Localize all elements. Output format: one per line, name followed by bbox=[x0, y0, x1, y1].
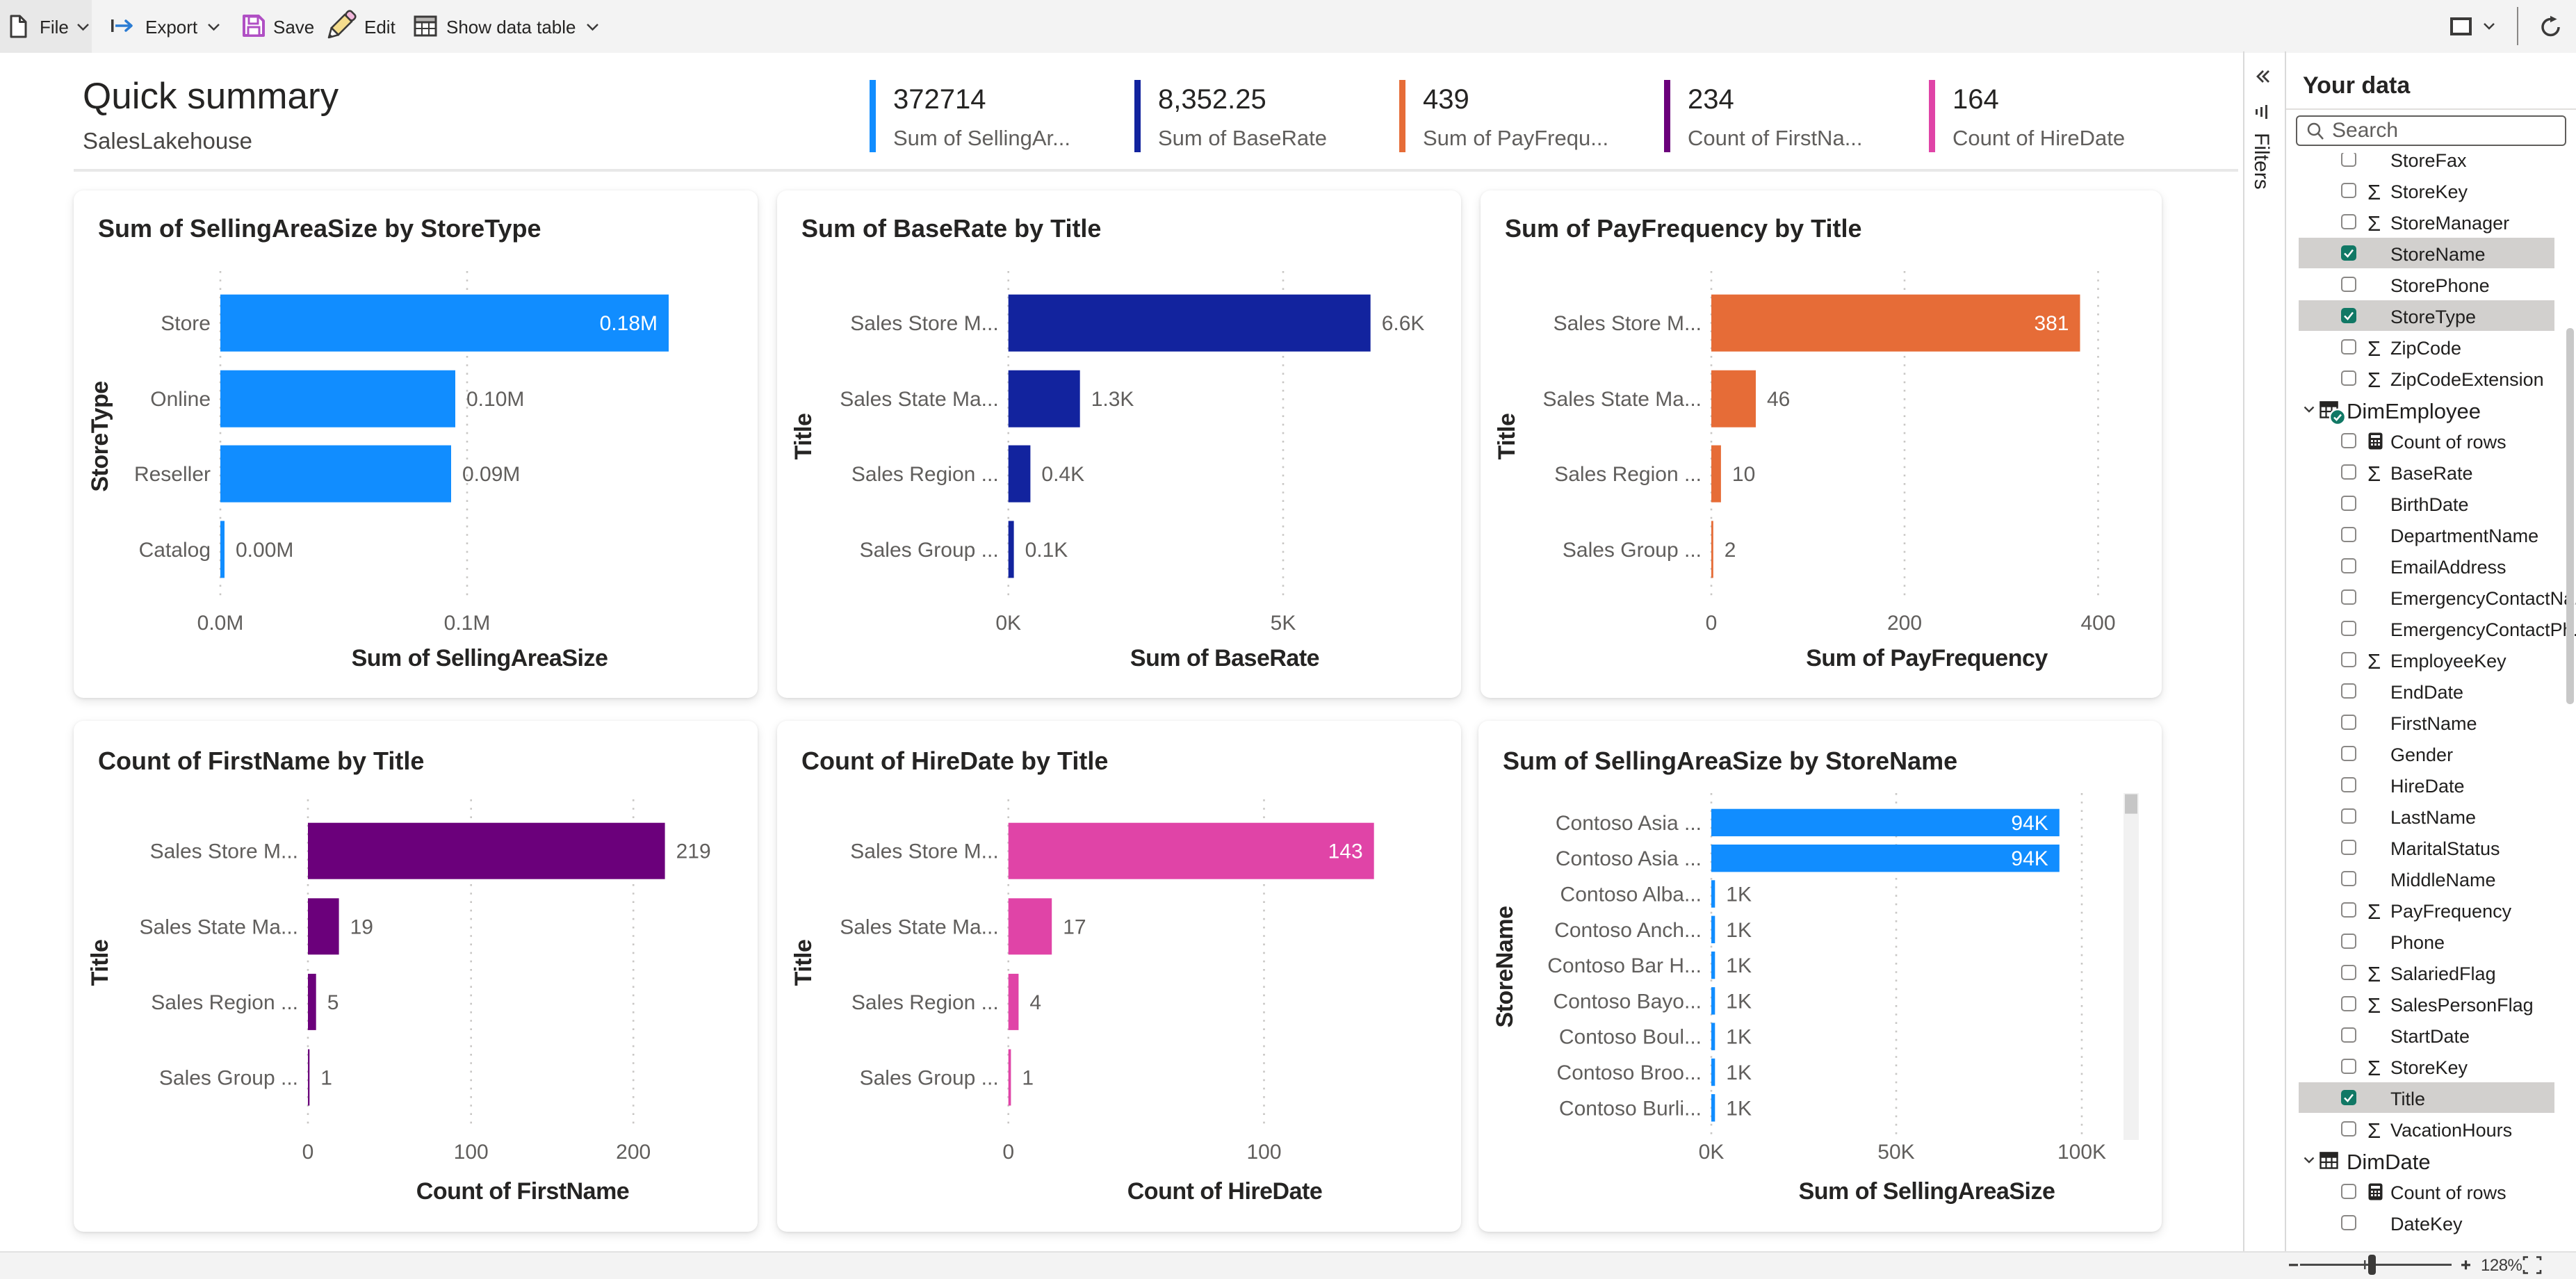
svg-text:Count of FirstName by Title: Count of FirstName by Title bbox=[98, 747, 424, 775]
svg-text:Sum of BaseRate by Title: Sum of BaseRate by Title bbox=[801, 214, 1101, 243]
svg-text:143: 143 bbox=[1328, 840, 1363, 863]
svg-text:StoreType: StoreType bbox=[87, 381, 113, 491]
svg-text:Sum of PayFrequency: Sum of PayFrequency bbox=[1806, 645, 2048, 671]
svg-text:1.3K: 1.3K bbox=[1091, 388, 1134, 411]
svg-text:Title: Title bbox=[790, 414, 817, 460]
svg-text:1K: 1K bbox=[1726, 1097, 1752, 1120]
svg-text:Count of HireDate: Count of HireDate bbox=[1127, 1178, 1323, 1205]
svg-text:2: 2 bbox=[1725, 539, 1736, 562]
svg-text:6.6K: 6.6K bbox=[1382, 312, 1425, 335]
svg-text:100K: 100K bbox=[2057, 1141, 2106, 1164]
svg-text:Contoso Asia ...: Contoso Asia ... bbox=[1556, 847, 1702, 870]
svg-text:Title: Title bbox=[1494, 414, 1520, 460]
svg-text:Sales Store M...: Sales Store M... bbox=[150, 840, 298, 863]
svg-text:17: 17 bbox=[1063, 915, 1086, 938]
svg-text:0.0M: 0.0M bbox=[197, 612, 244, 635]
svg-text:Sales State Ma...: Sales State Ma... bbox=[1543, 388, 1702, 411]
svg-text:Title: Title bbox=[87, 940, 113, 986]
svg-text:Reseller: Reseller bbox=[134, 463, 211, 486]
svg-text:Count of HireDate by Title: Count of HireDate by Title bbox=[801, 747, 1108, 775]
svg-text:1K: 1K bbox=[1726, 990, 1752, 1013]
svg-text:94K: 94K bbox=[2011, 812, 2048, 835]
svg-text:0: 0 bbox=[302, 1141, 314, 1164]
svg-text:219: 219 bbox=[676, 840, 711, 863]
svg-text:Sales Store M...: Sales Store M... bbox=[850, 312, 998, 335]
svg-text:100: 100 bbox=[454, 1141, 489, 1164]
svg-text:1: 1 bbox=[320, 1067, 332, 1090]
svg-text:46: 46 bbox=[1767, 388, 1790, 411]
svg-text:94K: 94K bbox=[2011, 847, 2048, 870]
svg-text:Sales Group ...: Sales Group ... bbox=[860, 1067, 999, 1090]
svg-text:1: 1 bbox=[1022, 1067, 1034, 1090]
svg-text:Sales Store M...: Sales Store M... bbox=[1554, 312, 1702, 335]
svg-text:Contoso Bar H...: Contoso Bar H... bbox=[1547, 954, 1702, 977]
svg-text:0.09M: 0.09M bbox=[462, 463, 520, 486]
svg-text:400: 400 bbox=[2080, 612, 2115, 635]
svg-text:0.00M: 0.00M bbox=[236, 539, 293, 562]
svg-text:0.1M: 0.1M bbox=[444, 612, 491, 635]
svg-text:Sales State Ma...: Sales State Ma... bbox=[840, 915, 998, 938]
svg-text:0K: 0K bbox=[995, 612, 1021, 635]
svg-text:Sales State Ma...: Sales State Ma... bbox=[840, 388, 998, 411]
svg-text:4: 4 bbox=[1029, 991, 1041, 1014]
svg-text:19: 19 bbox=[350, 915, 373, 938]
svg-text:Sales State Ma...: Sales State Ma... bbox=[140, 915, 298, 938]
svg-text:Sales Group ...: Sales Group ... bbox=[1563, 539, 1702, 562]
svg-text:Contoso Burli...: Contoso Burli... bbox=[1559, 1097, 1702, 1120]
svg-text:StoreName: StoreName bbox=[1492, 906, 1518, 1027]
svg-text:Sales Store M...: Sales Store M... bbox=[850, 840, 998, 863]
svg-text:Store: Store bbox=[161, 312, 211, 335]
svg-text:100: 100 bbox=[1246, 1141, 1281, 1164]
svg-text:0: 0 bbox=[1002, 1141, 1014, 1164]
svg-text:Sales Region ...: Sales Region ... bbox=[151, 991, 298, 1014]
svg-text:1K: 1K bbox=[1726, 954, 1752, 977]
svg-text:5: 5 bbox=[327, 991, 339, 1014]
svg-text:Contoso Asia ...: Contoso Asia ... bbox=[1556, 812, 1702, 835]
svg-text:Sum of SellingAreaSize by Stor: Sum of SellingAreaSize by StoreType bbox=[98, 214, 541, 243]
svg-text:0.1K: 0.1K bbox=[1025, 539, 1068, 562]
svg-text:Contoso Boul...: Contoso Boul... bbox=[1559, 1026, 1702, 1049]
svg-text:Title: Title bbox=[790, 940, 817, 986]
svg-text:1K: 1K bbox=[1726, 919, 1752, 942]
svg-text:5K: 5K bbox=[1271, 612, 1296, 635]
svg-text:10: 10 bbox=[1732, 463, 1755, 486]
svg-text:0K: 0K bbox=[1699, 1141, 1725, 1164]
svg-text:Online: Online bbox=[150, 388, 211, 411]
svg-text:Sales Region ...: Sales Region ... bbox=[851, 991, 999, 1014]
svg-text:0.18M: 0.18M bbox=[600, 312, 658, 335]
svg-text:Count of FirstName: Count of FirstName bbox=[416, 1178, 629, 1205]
svg-text:Sum of SellingAreaSize: Sum of SellingAreaSize bbox=[352, 645, 608, 671]
svg-text:1K: 1K bbox=[1726, 1026, 1752, 1049]
svg-text:Contoso Bayo...: Contoso Bayo... bbox=[1554, 990, 1702, 1013]
svg-text:Sum of PayFrequency by Title: Sum of PayFrequency by Title bbox=[1505, 214, 1861, 243]
svg-text:Sales Group ...: Sales Group ... bbox=[159, 1067, 298, 1090]
svg-text:Sum of SellingAreaSize: Sum of SellingAreaSize bbox=[1799, 1178, 2055, 1205]
svg-text:Contoso Alba...: Contoso Alba... bbox=[1560, 883, 1702, 906]
svg-text:Catalog: Catalog bbox=[139, 539, 211, 562]
svg-text:Sum of BaseRate: Sum of BaseRate bbox=[1130, 645, 1319, 671]
svg-text:Contoso Broo...: Contoso Broo... bbox=[1557, 1061, 1702, 1084]
svg-text:0.10M: 0.10M bbox=[466, 388, 524, 411]
svg-text:200: 200 bbox=[616, 1141, 651, 1164]
svg-text:Sum of SellingAreaSize by Stor: Sum of SellingAreaSize by StoreName bbox=[1503, 747, 1957, 775]
svg-text:1K: 1K bbox=[1726, 883, 1752, 906]
svg-text:Sales Group ...: Sales Group ... bbox=[860, 539, 999, 562]
svg-text:50K: 50K bbox=[1877, 1141, 1914, 1164]
svg-text:Sales Region ...: Sales Region ... bbox=[851, 463, 999, 486]
svg-text:0.4K: 0.4K bbox=[1041, 463, 1084, 486]
svg-text:200: 200 bbox=[1887, 612, 1922, 635]
svg-text:0: 0 bbox=[1706, 612, 1718, 635]
svg-text:1K: 1K bbox=[1726, 1061, 1752, 1084]
svg-text:Contoso Anch...: Contoso Anch... bbox=[1554, 919, 1702, 942]
svg-text:Sales Region ...: Sales Region ... bbox=[1554, 463, 1702, 486]
svg-text:381: 381 bbox=[2034, 312, 2069, 335]
